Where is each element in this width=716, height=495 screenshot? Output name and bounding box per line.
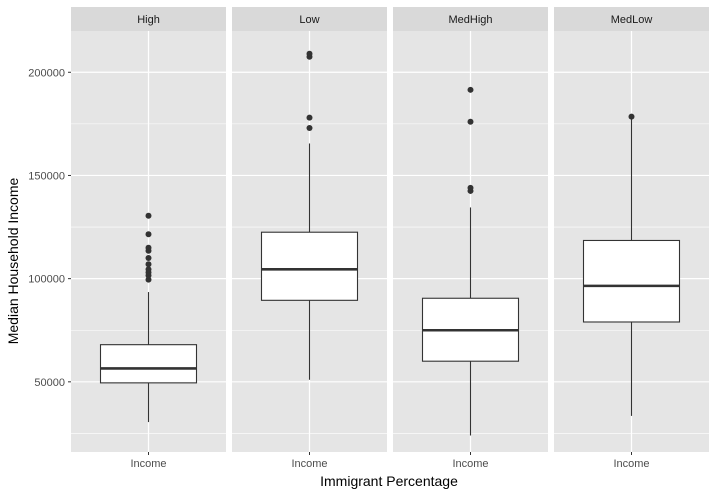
x-axis-title: Immigrant Percentage <box>320 473 458 489</box>
facet-panel-medlow: MedLow Income <box>554 7 709 470</box>
outlier-point <box>145 231 152 238</box>
outlier-point <box>467 86 474 93</box>
y-axis: 50000 100000 150000 200000 <box>28 67 71 389</box>
facet-strip <box>71 7 226 31</box>
facet-strip-label: MedLow <box>611 14 653 26</box>
facet-strip <box>393 7 548 31</box>
facet-strip-label: MedHigh <box>448 14 492 26</box>
y-tick-label: 200000 <box>28 67 65 79</box>
facet-panel-high: High Income <box>71 7 226 470</box>
outlier-point <box>467 118 474 125</box>
box-iqr <box>582 239 681 323</box>
outlier-point <box>467 184 474 191</box>
x-tick-label: Income <box>613 458 649 470</box>
outlier-point <box>306 50 313 57</box>
facet-panel-medhigh: MedHigh Income <box>393 7 548 470</box>
x-tick-label: Income <box>452 458 488 470</box>
y-tick-label: 50000 <box>34 377 65 389</box>
x-tick-label: Income <box>291 458 327 470</box>
outlier-point <box>145 276 152 283</box>
y-tick-label: 150000 <box>28 170 65 182</box>
facet-panel-low: Low Income <box>232 7 387 470</box>
outlier-point <box>145 266 152 273</box>
box-iqr <box>260 231 359 301</box>
box-iqr <box>99 344 198 384</box>
outlier-point <box>145 261 152 268</box>
y-tick-label: 100000 <box>28 274 65 286</box>
outlier-point <box>145 244 152 251</box>
facet-strip-label: Low <box>299 14 319 26</box>
facet-strip <box>554 7 709 31</box>
outlier-point <box>145 255 152 262</box>
outlier-point <box>145 212 152 219</box>
x-tick-label: Income <box>130 458 166 470</box>
facet-strip-label: High <box>137 14 160 26</box>
outlier-point <box>628 113 635 120</box>
outlier-point <box>306 124 313 131</box>
y-axis-title: Median Household Income <box>5 178 21 345</box>
facet-panels: High Income Low Income MedHigh Income MedLow In… <box>71 7 709 470</box>
facet-strip <box>232 7 387 31</box>
outlier-point <box>306 114 313 121</box>
